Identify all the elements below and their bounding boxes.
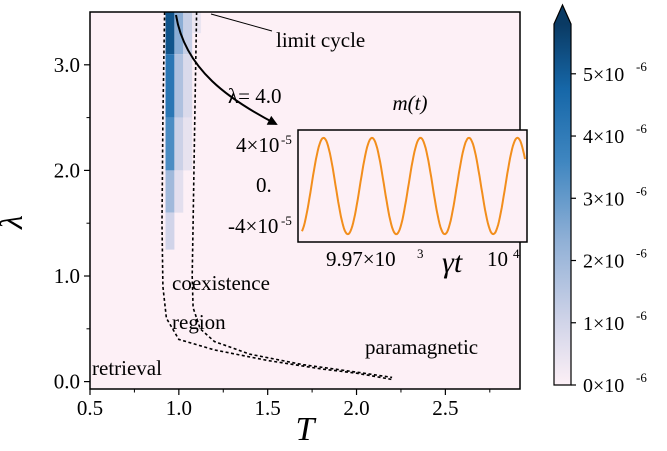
heat-cell-0 <box>165 12 175 55</box>
inset-xlabel: γt <box>442 246 463 279</box>
x-tick-label-4: 2.5 <box>432 396 458 420</box>
colorbar-frame <box>553 3 572 386</box>
region-label: region <box>172 310 226 334</box>
lambda-annotation: λ= 4.0 <box>228 84 282 108</box>
inset-ytick-bot: -4×10 <box>228 214 278 238</box>
colorbar-tick-label-4: 4×10 <box>583 126 624 148</box>
colorbar-tick-label-5: 5×10 <box>583 64 624 86</box>
y-ticks: 0.0 1.0 2.0 3.0 <box>54 53 90 394</box>
inset-title: m(t) <box>393 91 428 115</box>
boundary-line-0 <box>161 11 393 381</box>
y-axis-label: λ <box>0 215 29 230</box>
colorbar-tick-exponent-5: -6 <box>636 59 647 74</box>
inset-series-line <box>301 136 526 236</box>
colorbar-tick-exponent-3: -6 <box>636 183 647 198</box>
colorbar-tick-exponent-4: -6 <box>636 121 647 136</box>
heat-cell-12 <box>192 12 202 34</box>
retrieval-label: retrieval <box>92 356 162 380</box>
inset-xtick-left: 9.97×10 <box>326 247 396 271</box>
x-tick-label-1: 1.0 <box>166 396 192 420</box>
limit-cycle-label: limit cycle <box>276 28 365 52</box>
colorbar-tick-label-1: 1×10 <box>583 313 624 335</box>
colorbar-tick-label-3: 3×10 <box>583 188 624 210</box>
colorbar-tick-exponent-0: -6 <box>636 370 647 385</box>
x-tick-label-3: 2.0 <box>343 396 369 420</box>
paramagnetic-label: paramagnetic <box>365 335 478 359</box>
colorbar-extend-arrow <box>554 5 571 24</box>
y-tick-label-3: 3.0 <box>54 53 80 77</box>
colorbar-ticks: 0×10 -6 1×10 -6 2×10 -6 3×10 -6 4×10 -6 5×10 -6 <box>571 59 647 397</box>
inset-ytick-top: 4×10 <box>236 133 279 157</box>
heat-cell-5 <box>174 12 184 55</box>
inset-xtick-left-exp: 3 <box>417 246 424 261</box>
x-tick-label-2: 1.5 <box>255 396 281 420</box>
inset-frame <box>297 129 528 243</box>
x-ticks: 0.5 1.0 1.5 2.0 2.5 <box>77 389 491 420</box>
inset-xtick-right-exp: 4 <box>513 246 520 261</box>
heat-cell-3 <box>165 170 175 213</box>
y-tick-label-0: 0.0 <box>54 370 80 394</box>
heat-cell-11 <box>183 117 193 171</box>
inset-arrow <box>175 14 278 125</box>
heat-cell-6 <box>174 54 184 118</box>
heat-cell-9 <box>183 12 193 55</box>
colorbar-tick-label-2: 2×10 <box>583 251 624 273</box>
colorbar-tick-exponent-1: -6 <box>636 308 647 323</box>
y-tick-label-2: 2.0 <box>54 158 80 182</box>
coexistence-label: coexistence <box>172 271 270 295</box>
heat-cell-2 <box>165 117 175 171</box>
inset-ytick-mid: 0. <box>256 173 272 197</box>
boundary-lines <box>161 11 393 381</box>
heatmap-cells <box>165 12 202 250</box>
heat-cell-7 <box>174 117 184 171</box>
boundary-line-1 <box>191 11 393 379</box>
colorbar-tick-exponent-2: -6 <box>636 246 647 261</box>
x-axis-label: T <box>296 411 317 448</box>
inset-xtick-right: 10 <box>487 247 508 271</box>
heat-cell-1 <box>165 54 175 118</box>
colorbar-tick-label-0: 0×10 <box>583 375 624 397</box>
inset-ytick-top-exp: -5 <box>281 132 292 147</box>
limit-cycle-pointer <box>210 13 273 32</box>
inset-ytick-bot-exp: -5 <box>281 213 292 228</box>
x-tick-label-0: 0.5 <box>77 396 103 420</box>
heat-cell-8 <box>174 170 184 213</box>
heat-cell-4 <box>165 212 175 250</box>
heat-cell-10 <box>183 54 193 118</box>
colorbar <box>554 24 571 385</box>
y-tick-label-1: 1.0 <box>54 264 80 288</box>
